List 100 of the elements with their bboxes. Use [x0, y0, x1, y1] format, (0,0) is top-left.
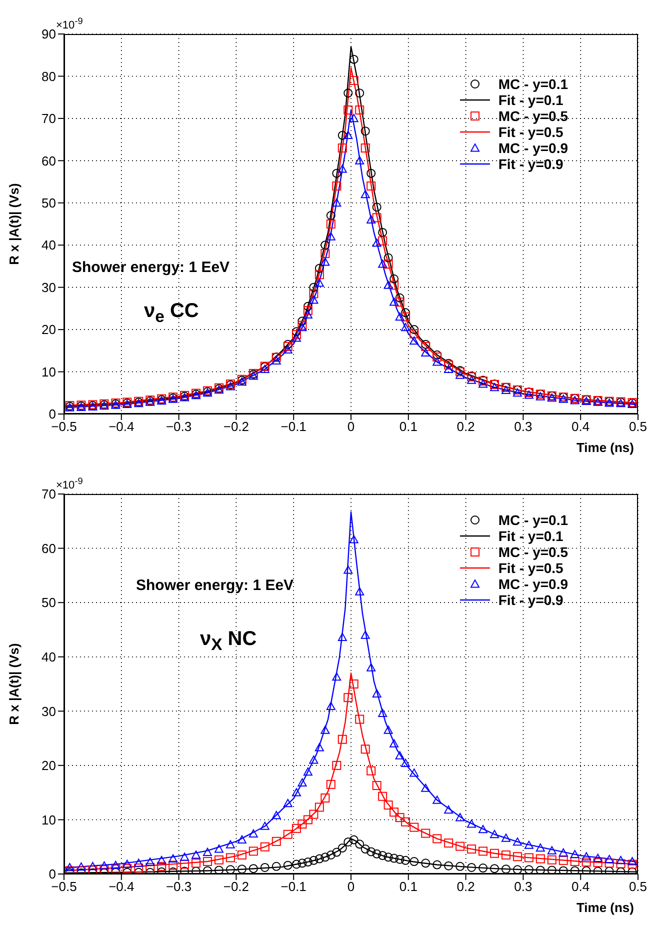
point — [303, 302, 312, 311]
y-tick-label: 30 — [42, 280, 56, 295]
y-axis-title: R x |A(t)| (Vs) — [6, 643, 22, 725]
point — [260, 822, 270, 830]
point — [384, 852, 393, 862]
point — [524, 390, 534, 399]
legend-label: MC - y=0.9 — [498, 140, 568, 156]
point — [260, 842, 270, 852]
point — [390, 808, 399, 817]
point — [332, 760, 342, 770]
point — [372, 238, 382, 247]
point — [338, 144, 347, 152]
point — [401, 817, 410, 826]
point — [628, 857, 637, 866]
point — [456, 813, 465, 822]
point — [390, 298, 399, 306]
point — [344, 106, 353, 114]
point — [292, 788, 301, 796]
point — [628, 860, 637, 869]
point — [410, 325, 419, 334]
point — [395, 298, 404, 307]
point — [320, 240, 330, 250]
point — [372, 689, 382, 698]
x-tick-label: 0.5 — [628, 419, 648, 434]
point — [314, 264, 324, 273]
point — [421, 828, 430, 838]
y-tick-label: 30 — [42, 704, 56, 719]
point — [628, 867, 637, 874]
point — [326, 220, 336, 228]
point — [384, 260, 393, 269]
point — [326, 780, 336, 789]
point — [401, 322, 410, 332]
point — [524, 865, 534, 874]
point — [410, 768, 419, 777]
point — [360, 844, 370, 854]
y-tick-label: 40 — [42, 649, 56, 664]
point — [203, 848, 212, 856]
y-axis-title: R x |A(t)| (Vs) — [6, 183, 22, 265]
point — [226, 853, 235, 862]
point — [303, 306, 312, 316]
point — [395, 751, 404, 760]
x-axis-title: Time (ns) — [576, 900, 634, 915]
point — [378, 708, 388, 718]
point — [349, 114, 358, 122]
point — [292, 860, 301, 869]
x-axis-title: Time (ns) — [576, 440, 634, 455]
point — [456, 862, 465, 871]
point — [309, 856, 318, 865]
point — [349, 54, 358, 64]
y-tick-label: 90 — [42, 26, 56, 42]
point — [260, 364, 270, 373]
point — [390, 280, 399, 290]
point — [146, 862, 155, 872]
point — [100, 861, 109, 870]
x-tick-label: 0.1 — [399, 419, 418, 434]
point — [283, 830, 292, 839]
point — [168, 860, 178, 870]
legend-label: MC - y=0.9 — [498, 576, 568, 592]
x-tick-label: 0.2 — [456, 879, 475, 894]
point — [355, 156, 364, 164]
point — [421, 858, 430, 868]
point — [378, 851, 388, 860]
point — [111, 864, 120, 874]
x-tick-label: −0.1 — [280, 419, 306, 434]
point — [248, 846, 258, 856]
point — [272, 356, 281, 364]
y-tick-label: 50 — [42, 196, 56, 211]
point — [501, 850, 510, 860]
point — [360, 190, 370, 198]
point — [410, 822, 419, 832]
point — [366, 766, 376, 776]
x-tick-label: 0.4 — [572, 419, 590, 434]
point — [326, 211, 336, 220]
point — [378, 236, 388, 246]
point — [298, 858, 307, 868]
point — [536, 392, 545, 400]
point — [332, 182, 342, 190]
point — [401, 758, 410, 767]
point — [111, 860, 120, 870]
point — [248, 864, 258, 874]
point — [314, 743, 324, 752]
point — [432, 350, 442, 360]
point — [467, 844, 476, 854]
point — [410, 857, 419, 866]
point — [490, 848, 499, 858]
point — [536, 866, 545, 874]
point — [501, 864, 510, 874]
y-tick-label: 0 — [48, 406, 56, 422]
point — [616, 856, 626, 864]
annotation: Shower energy: 1 EeV — [136, 577, 294, 594]
point — [547, 846, 556, 854]
y-tick-label: 60 — [42, 540, 56, 556]
point — [338, 164, 347, 173]
point — [547, 866, 556, 874]
point — [332, 672, 342, 681]
x-tick-label: −0.3 — [166, 419, 192, 434]
point — [444, 805, 454, 814]
point — [372, 213, 382, 222]
y-tick-label: 40 — [42, 238, 56, 253]
point — [237, 864, 246, 874]
